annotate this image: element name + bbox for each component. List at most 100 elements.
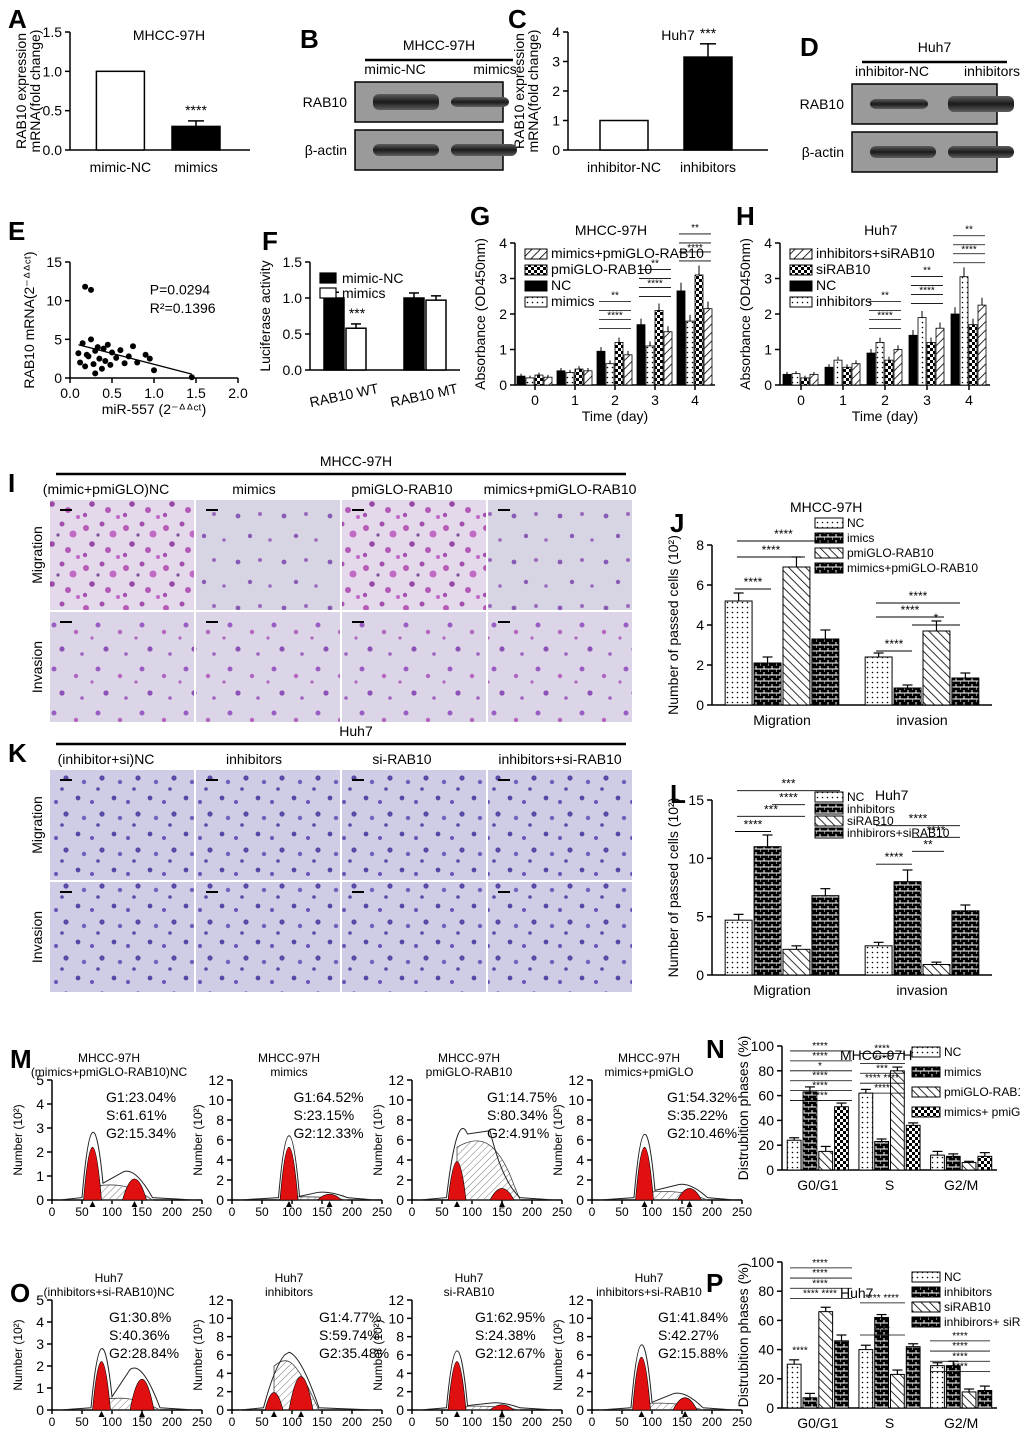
x-tick-label: 100	[282, 1205, 302, 1219]
data-point	[94, 344, 101, 351]
y-tick-label: 5	[36, 1292, 44, 1308]
significance: **	[651, 258, 659, 269]
y-tick-label: 6	[576, 1132, 584, 1148]
data-point	[102, 357, 109, 364]
y-tick-label: 15	[688, 792, 704, 808]
bar-pmiGLO-RAB10	[818, 1150, 834, 1171]
bar-NC	[858, 1092, 874, 1171]
y-tick-label: 1	[36, 1168, 44, 1184]
gate-marker	[641, 1201, 648, 1207]
g1-peak	[264, 1392, 284, 1411]
y-tick-label: 60	[758, 1088, 774, 1104]
y-tick-label: 10	[208, 1092, 224, 1108]
plot-subtitle: (mimics+pmiGLO-RAB10)NC	[31, 1065, 188, 1079]
y-tick-label: 10	[388, 1092, 404, 1108]
g2-peak	[677, 1188, 702, 1201]
micrograph-grid-I: MHCC-97H (mimic+pmiGLO)NC mimics pmiGLO-RAB…	[29, 453, 637, 722]
y-tick-label: 3	[36, 1120, 44, 1136]
p-value: P=0.0294	[150, 281, 211, 297]
chart-title: Huh7	[875, 787, 909, 803]
bar-NC	[724, 600, 753, 706]
panel-letter-B: B	[300, 24, 319, 54]
significance: ****	[812, 1091, 828, 1102]
column-label: inhibitors	[226, 751, 282, 767]
legend-swatch	[524, 264, 548, 276]
bar-NC	[930, 1365, 945, 1409]
bar-mimics	[605, 363, 615, 386]
legend-swatch	[814, 803, 844, 815]
histogram-M-2: 0 2 4 6 8 10 12 0 50 100 150 200 250 Number (10¹) MHCC…	[371, 1051, 572, 1219]
phase-stat: G1:30.8%	[109, 1309, 171, 1325]
blot-row-label: RAB10	[303, 94, 348, 110]
x-tick-label: 1	[571, 392, 579, 408]
phase-stat: G2:28.84%	[109, 1345, 179, 1361]
bar-mimics+ pmiGLO-RAB10	[977, 1155, 993, 1171]
x-tick-label: 100	[282, 1415, 302, 1429]
x-tick-label: 250	[552, 1205, 572, 1219]
g2-peak	[489, 1404, 515, 1411]
chart-title: MHCC-97H	[840, 1047, 912, 1063]
bar-siRAB10	[961, 1391, 977, 1409]
bar-siRAB10	[926, 341, 936, 386]
chart-title: MHCC-97H	[575, 222, 647, 238]
y-axis-label: mRNA(fold change)	[27, 30, 43, 153]
g2-peak	[672, 1397, 698, 1411]
x-tick-label: Migration	[753, 982, 811, 998]
x-tick-label: 0	[589, 1415, 596, 1429]
y-tick-label: 3	[552, 54, 560, 70]
x-tick-label: 250	[192, 1205, 212, 1219]
micrograph	[196, 882, 340, 992]
bar-siRAB10	[922, 964, 951, 976]
significance: ****	[607, 310, 623, 321]
y-tick-label: 2	[552, 83, 560, 99]
bar-mimics	[565, 372, 575, 386]
x-axis-label: miR-557 (2⁻ᐞᐞᶜᵗ)	[102, 401, 207, 417]
micrograph	[342, 500, 486, 610]
gate-marker	[298, 1411, 304, 1417]
y-tick-label: 1	[36, 1380, 44, 1396]
bar-inhibitors	[753, 846, 782, 976]
y-tick-label: 80	[758, 1283, 774, 1299]
gate-marker	[139, 1411, 145, 1417]
panel-letter-F: F	[262, 226, 278, 256]
legend-label: NC	[847, 516, 865, 530]
y-tick-label: 0	[54, 370, 62, 386]
panel-letter-G: G	[470, 201, 490, 231]
x-tick-label: 0	[49, 1205, 56, 1219]
y-tick-label: 12	[388, 1072, 404, 1088]
bar-mimics+pmiGLO-RAB10	[951, 677, 980, 706]
bar-inhibirors+siRAB10	[811, 895, 840, 976]
bar-mimics+ pmiGLO-RAB10	[834, 1106, 849, 1171]
bar-inhibirors+ siRAB10	[905, 1346, 921, 1409]
bar-mimics	[874, 1140, 890, 1171]
bar-siRAB10	[800, 377, 810, 386]
significance: ****	[687, 243, 703, 254]
g2-peak	[288, 1376, 314, 1411]
panel-letter-K: K	[8, 738, 27, 768]
x-tick-label: 50	[615, 1205, 629, 1219]
x-tick-label: 4	[691, 392, 699, 408]
y-tick-label: 6	[216, 1132, 224, 1148]
significance: ****	[812, 1081, 828, 1092]
chart-L: 0 5 10 15 Number of passed cells (10²) Huh7 Mi…	[665, 777, 992, 998]
y-axis-label: Absorbance (OD450nm)	[472, 238, 488, 390]
legend-swatch	[814, 827, 844, 839]
y-tick-label: 4	[499, 235, 507, 251]
y-tick-label: 6	[216, 1347, 224, 1363]
significance: ****	[185, 102, 207, 118]
bar-NC	[786, 1363, 802, 1409]
bar-NC	[724, 919, 753, 976]
y-tick-label: 0.5	[43, 103, 63, 119]
histogram-O-3: 0 2 4 6 8 10 12 0 50 100 150 200 250 Number (10²) Huh7…	[551, 1271, 752, 1429]
x-tick-label: mimic-NC	[90, 159, 151, 175]
x-tick-label: inhibitors	[680, 159, 736, 175]
significance: ****	[901, 603, 920, 617]
data-point	[121, 360, 128, 367]
significance: ****	[744, 818, 763, 832]
x-tick-label: 0	[229, 1415, 236, 1429]
legend-swatch	[911, 1316, 941, 1328]
bar-inhibitor-NC	[599, 119, 649, 151]
micrograph	[342, 770, 486, 880]
y-tick-label: 100	[751, 1254, 775, 1270]
